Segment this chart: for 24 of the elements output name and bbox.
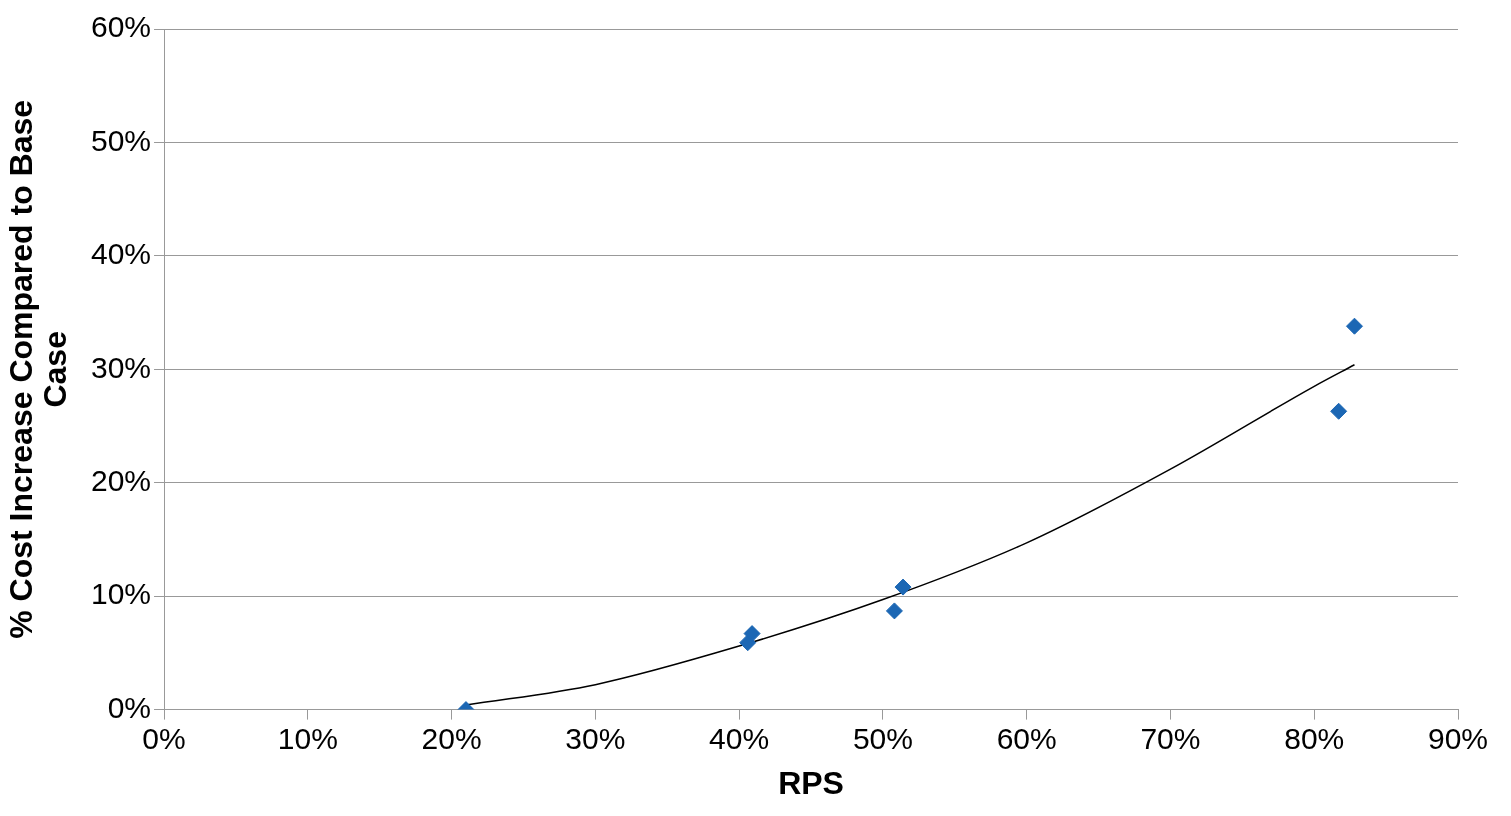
x-tick-label: 40% [709, 721, 770, 755]
point [894, 578, 912, 596]
x-tick-label: 90% [1427, 721, 1489, 755]
point [1345, 317, 1363, 335]
y-tick-label: 40% [91, 237, 152, 271]
y-tick-label: 50% [91, 123, 152, 157]
y-tick-label: 0% [107, 690, 152, 724]
point [885, 602, 903, 620]
point [743, 625, 761, 643]
x-tick-label: 70% [1140, 721, 1201, 755]
x-tick-label: 60% [996, 721, 1057, 755]
y-tick-label: 20% [91, 464, 152, 497]
x-tick-label: 30% [565, 721, 626, 755]
y-axis-title: % Cost Increase Compared to Base Case [2, 99, 73, 639]
y-tick-label: 10% [91, 577, 152, 611]
x-tick-label: 20% [421, 721, 482, 755]
x-tick-label: 0% [142, 721, 186, 755]
x-tick-label: 50% [852, 721, 913, 755]
x-tick-label: 80% [1284, 721, 1345, 755]
point [1330, 402, 1348, 420]
y-tick-label: 60% [91, 10, 152, 44]
x-tick-label: 10% [277, 721, 338, 755]
x-axis-title: RPS [778, 764, 844, 801]
y-tick-label: 30% [91, 350, 152, 384]
